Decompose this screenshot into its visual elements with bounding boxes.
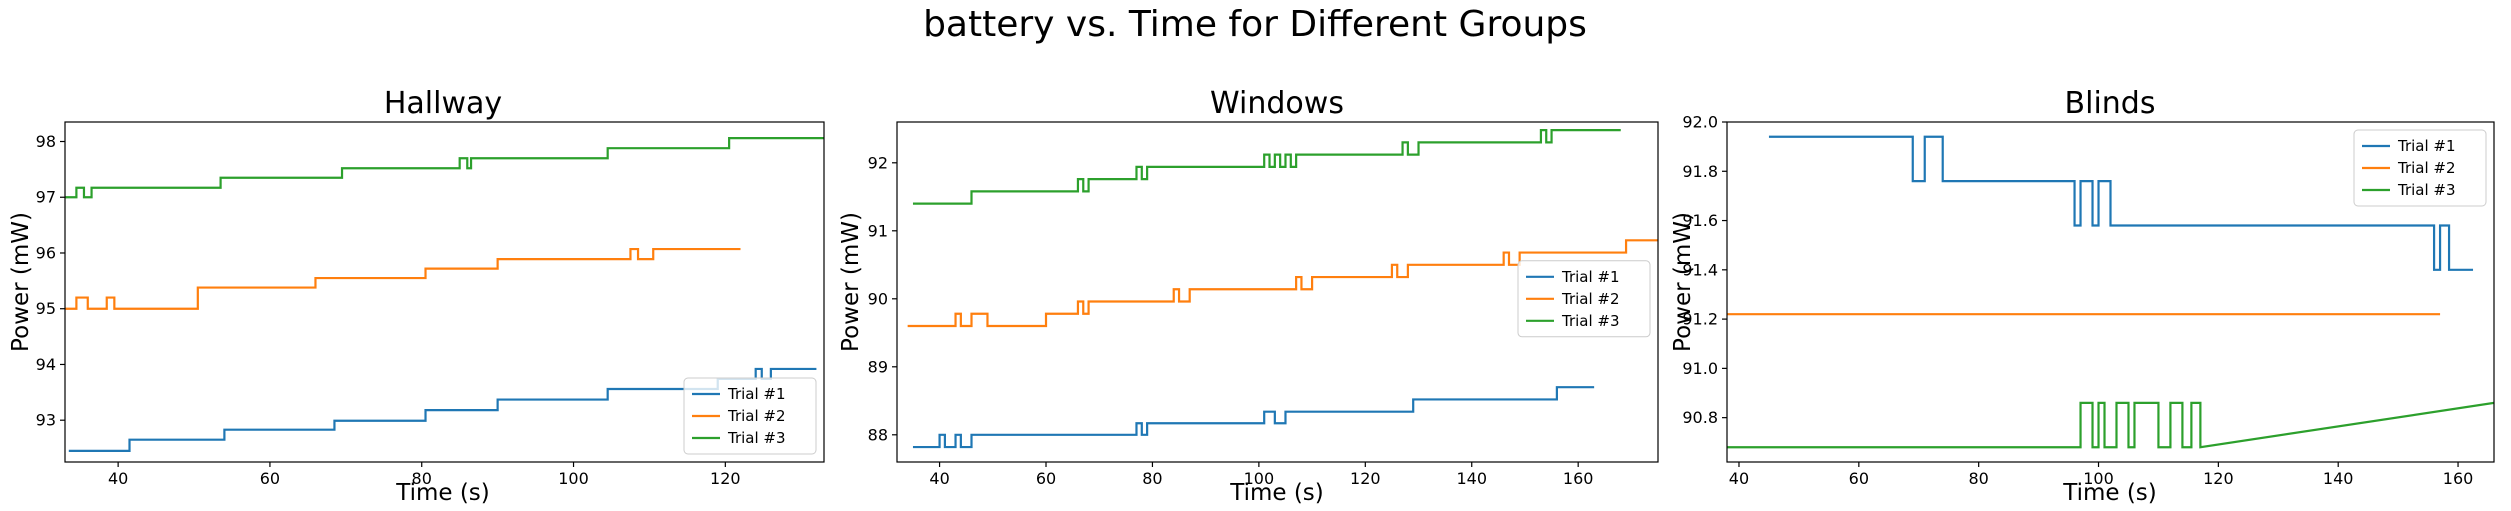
axes-frame — [896, 121, 1659, 463]
legend-label-trial-2: Trial #2 — [727, 407, 786, 425]
axes-frame — [64, 121, 825, 463]
y-tick-label: 91.0 — [1682, 359, 1718, 378]
xlabel-blinds: Time (s) — [2062, 480, 2157, 506]
panel-blinds: Blinds Power (mW) Time (s) 40 60 80 100 120 1… — [1670, 86, 2495, 506]
y-tick-label: 96 — [36, 243, 56, 262]
x-tick-label: 80 — [1968, 469, 1988, 488]
x-tick-label: 160 — [1563, 469, 1594, 488]
panel-title-blinds: Blinds — [2065, 86, 2156, 121]
y-tick-label: 91.4 — [1682, 260, 1718, 279]
x-tick-label: 140 — [2323, 469, 2354, 488]
x-tick-label: 40 — [1729, 469, 1749, 488]
y-tick-label: 97 — [36, 188, 56, 207]
y-tick-label: 95 — [36, 299, 56, 318]
legend-box — [2353, 129, 2487, 207]
x-tick-label: 80 — [1142, 469, 1162, 488]
x-tick-label: 40 — [929, 469, 949, 488]
series-line-trial-3 — [912, 129, 1621, 205]
legend-label-trial-2: Trial #2 — [1561, 290, 1620, 308]
series-line-trial-3 — [1727, 401, 2494, 449]
legend-label-trial-2: Trial #2 — [2397, 159, 2456, 177]
legend-label-trial-3: Trial #3 — [2397, 181, 2456, 199]
ylabel-windows: Power (mW) — [838, 212, 864, 352]
legend: Trial #1 Trial #2 Trial #3 — [2353, 129, 2487, 207]
y-tick-label: 89 — [868, 357, 888, 376]
legend-label-trial-1: Trial #1 — [727, 385, 786, 403]
legend-label-trial-3: Trial #3 — [727, 429, 786, 447]
series-line-trial-1 — [1768, 135, 2474, 271]
x-tick-label: 80 — [412, 469, 432, 488]
legend-box — [1517, 260, 1651, 338]
x-tick-label: 100 — [558, 469, 589, 488]
legend-label-trial-1: Trial #1 — [2397, 137, 2456, 155]
y-tick-label: 92 — [868, 153, 888, 172]
series-line-trial-2 — [65, 247, 741, 310]
ylabel-hallway: Power (mW) — [8, 212, 34, 352]
y-tick-label: 98 — [36, 132, 56, 151]
x-tick-label: 60 — [1849, 469, 1869, 488]
y-tick-label: 88 — [868, 425, 888, 444]
series-line-trial-1 — [68, 367, 817, 452]
y-tick-label: 91.2 — [1682, 310, 1718, 329]
legend: Trial #1 Trial #2 Trial #3 — [683, 377, 817, 455]
x-tick-label: 40 — [108, 469, 128, 488]
x-tick-label: 140 — [1456, 469, 1487, 488]
legend-label-trial-3: Trial #3 — [1561, 312, 1620, 330]
xlabel-windows: Time (s) — [1229, 480, 1324, 506]
y-tick-label: 90.8 — [1682, 408, 1718, 427]
legend-box — [683, 377, 817, 455]
legend: Trial #1 Trial #2 Trial #3 — [1517, 260, 1651, 338]
y-tick-label: 94 — [36, 355, 56, 374]
x-tick-label: 100 — [1244, 469, 1275, 488]
figure-suptitle: battery vs. Time for Different Groups — [923, 4, 1587, 45]
x-tick-label: 60 — [1036, 469, 1056, 488]
x-tick-label: 60 — [260, 469, 280, 488]
y-tick-label: 92.0 — [1682, 113, 1718, 132]
y-tick-label: 91.6 — [1682, 211, 1718, 230]
legend-label-trial-1: Trial #1 — [1561, 268, 1620, 286]
x-tick-label: 120 — [1350, 469, 1381, 488]
x-tick-label: 120 — [710, 469, 741, 488]
y-tick-label: 93 — [36, 411, 56, 430]
y-tick-label: 91 — [868, 221, 888, 240]
ylabel-blinds: Power (mW) — [1670, 212, 1696, 352]
x-tick-label: 160 — [2443, 469, 2474, 488]
xlabel-hallway: Time (s) — [395, 480, 490, 506]
series-line-trial-3 — [65, 137, 824, 199]
panel-hallway: Hallway Power (mW) Time (s) 40 60 80 100 120… — [8, 86, 825, 506]
panel-title-hallway: Hallway — [384, 86, 502, 121]
y-tick-label: 90 — [868, 289, 888, 308]
plot-area-blinds: 40 60 80 100 120 140 160 90.8 91.0 91.2 91.4 91.6 91… — [1682, 113, 2495, 488]
x-tick-label: 100 — [2083, 469, 2114, 488]
panel-windows: Windows Power (mW) Time (s) 40 60 80 100 120… — [838, 86, 1659, 506]
x-tick-label: 120 — [2203, 469, 2234, 488]
panel-title-windows: Windows — [1210, 86, 1344, 121]
plot-area-hallway: 40 60 80 100 120 93 94 95 96 97 98 Trial #1 Trial #2… — [36, 121, 825, 488]
axes-frame — [1726, 121, 2495, 463]
y-tick-label: 91.8 — [1682, 162, 1718, 181]
series-line-trial-2 — [907, 239, 1658, 328]
series-line-trial-1 — [912, 386, 1595, 449]
